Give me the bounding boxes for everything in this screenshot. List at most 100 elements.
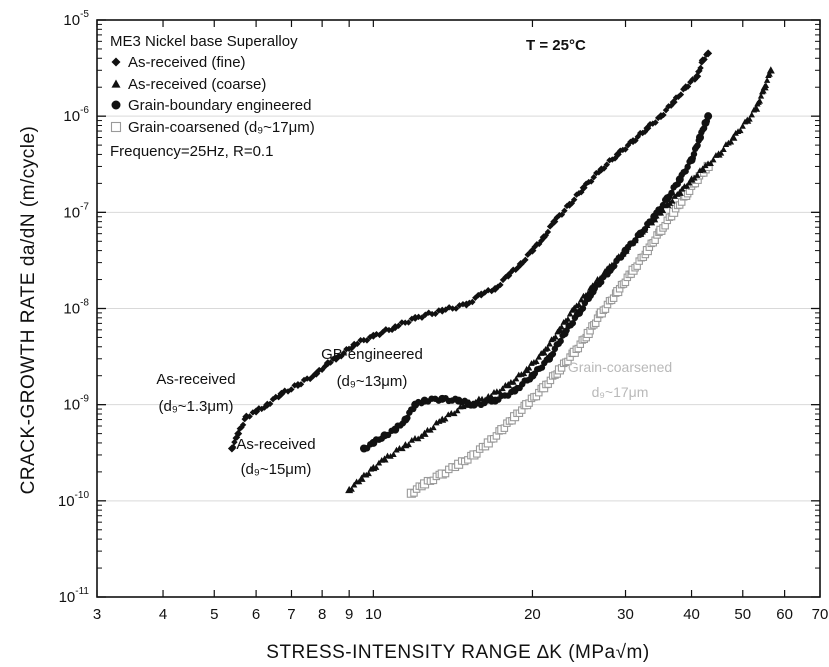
data-point-fine [652,119,659,126]
data-point-coarse [720,146,727,152]
data-point-fine [544,228,552,236]
data-point-fine [538,237,545,244]
data-point-fine [514,264,522,271]
data-point-coarse [575,301,583,308]
data-point-fine [649,120,656,127]
data-point-coarse [512,375,520,382]
y-axis-title: CRACK-GROWTH RATE da/dN (m/cycle) [18,126,39,495]
data-point-gbe [579,305,587,312]
data-point-fine [558,211,566,218]
legend-markers [110,57,122,133]
data-point-coarse [520,370,528,377]
y-tick-label: 10-7 [63,201,89,221]
data-point-fine [697,64,704,72]
data-point-fine [512,266,519,273]
data-point-fine [553,214,561,221]
data-point-fine [654,114,662,122]
axis-ticks [96,19,821,598]
data-point-fine [229,443,237,451]
data-point-coarse [756,97,763,104]
data-point-fine [609,156,616,163]
data-point-coarse [390,451,397,458]
x-tick-label: 60 [776,606,793,623]
annotation-line: Grain-coarsened [568,359,672,375]
x-tick-label: 3 [93,606,101,623]
legend-entry-gbe: Grain-boundary engineered [128,97,311,114]
data-point-coarse [525,364,533,371]
data-point-coarse [348,486,355,492]
data-point-gbe [384,431,392,439]
data-point-gbe [704,112,713,121]
data-point-coarse [739,123,746,129]
legend-marker-grain-coarsened [110,121,122,133]
data-point-fine [234,429,243,438]
x-tick-label: 50 [734,606,751,623]
annotation-grain-coarsened: Grain-coarsened d₉~17μm [568,359,672,400]
annotation-line: As-received [236,436,315,453]
legend: ME3 Nickel base Superalloy As-received (… [110,33,315,160]
data-point-fine [469,298,476,306]
data-point-gbe [632,237,639,244]
data-point-fine [449,305,456,312]
legend-entry-fine: As-received (fine) [128,54,246,71]
data-point-gbe [611,262,618,270]
annotation-line: (d₉~13μm) [337,373,408,390]
data-point-gbe [549,350,557,358]
x-tick-label: 70 [812,606,829,623]
annotation-line: (d₉~15μm) [241,461,312,478]
data-point-coarse [748,111,755,118]
data-point-coarse [766,70,773,77]
data-point-coarse [408,437,416,443]
data-point-coarse [757,92,765,99]
y-tick-label: 10-9 [63,394,89,414]
data-point-coarse [727,138,735,145]
data-point-coarse [675,188,684,196]
data-point-coarse [669,197,676,204]
legend-marker-coarse [111,79,121,88]
legend-marker-gbe [111,100,121,110]
data-point-fine [693,72,702,81]
data-point-fine [571,196,578,203]
data-point-coarse [546,340,553,347]
data-point-fine [677,91,685,98]
legend-entry-grain-coarsened: Grain-coarsened (d₉~17μm) [128,119,315,136]
data-point-gbe [684,163,691,171]
data-point-fine [662,106,670,114]
data-point-fine [354,340,361,347]
y-tick-labels: 10-11 10-10 10-9 10-8 10-7 10-6 10-5 [58,9,90,606]
data-point-coarse [683,182,691,189]
data-point-coarse [365,470,372,477]
x-axis-title: STRESS-INTENSITY RANGE ∆K (MPa√m) [266,642,649,663]
legend-marker-fine [111,57,121,67]
data-point-gbe [690,150,698,158]
data-point-fine [704,49,713,58]
data-point-gbe [641,225,649,233]
data-point-coarse [722,141,730,147]
data-point-fine [535,240,543,248]
data-point-coarse [737,127,744,134]
data-point-fine [548,221,556,228]
temperature-label: T = 25°C [526,37,586,54]
data-point-coarse [372,464,380,470]
data-point-coarse [566,310,574,317]
data-point-coarse [762,82,770,88]
x-tick-label: 5 [210,606,218,623]
data-point-fine [363,337,371,344]
annotation-line: d₉~17μm [592,384,649,400]
data-point-coarse [487,393,495,399]
data-point-fine [497,281,504,289]
data-point-fine [568,200,576,207]
data-point-gbe [694,142,701,149]
data-point-fine [639,129,646,137]
data-point-coarse [558,323,565,330]
data-point-coarse [564,315,572,322]
data-point-fine [395,322,402,330]
data-point-fine [452,305,460,312]
data-point-coarse [539,348,548,356]
data-points [227,49,775,498]
data-point-coarse [433,419,440,426]
data-point-coarse [707,160,714,166]
data-point-fine [233,434,241,441]
data-point-fine [588,178,595,185]
legend-title: ME3 Nickel base Superalloy [110,33,298,50]
